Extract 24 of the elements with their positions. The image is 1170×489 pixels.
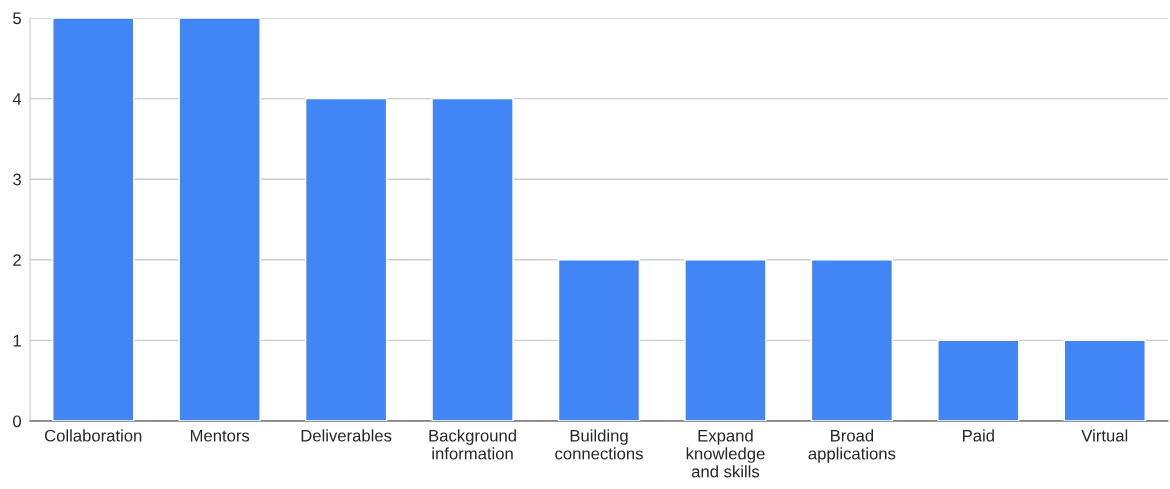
bar: [1063, 339, 1146, 421]
y-tick-label: 5: [13, 12, 21, 25]
bar: [810, 259, 894, 421]
bar: [52, 18, 135, 421]
bar: [431, 97, 514, 421]
bar: [304, 97, 388, 421]
bar: [684, 259, 767, 421]
y-tick-label: 0: [13, 415, 22, 428]
y-tick-label: 3: [13, 173, 21, 186]
x-tick-label: Expand knowledge and skills: [686, 429, 765, 478]
x-tick-label: Broad applications: [808, 429, 896, 463]
x-tick-label: Virtual: [1081, 429, 1128, 442]
x-tick-label: Paid: [963, 429, 994, 442]
x-tick-label: Background information: [429, 429, 516, 460]
y-tick-label: 4: [12, 93, 22, 105]
x-tick-label: Deliverables: [301, 429, 392, 442]
x-tick-label: Building connections: [555, 429, 643, 460]
x-tick-label: Collaboration: [44, 429, 142, 442]
bar: [937, 339, 1020, 421]
bar: [178, 18, 261, 421]
x-tick-label: Mentors: [190, 429, 250, 442]
bar: [557, 259, 641, 421]
y-tick-label: 2: [13, 254, 21, 266]
y-tick-label: 1: [13, 334, 21, 347]
